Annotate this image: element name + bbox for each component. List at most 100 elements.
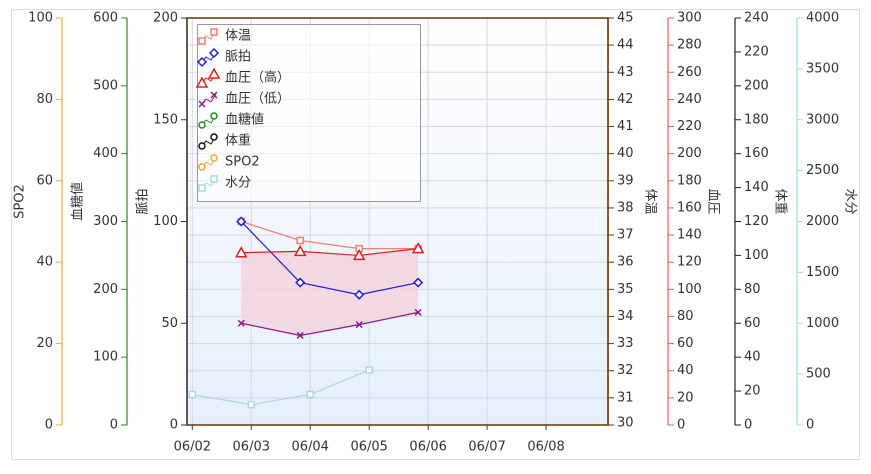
y-tick-label: 240 [677, 92, 702, 107]
marker [413, 277, 424, 288]
y-tick-label: 160 [744, 146, 769, 161]
x-tick-label: 06/04 [291, 440, 328, 455]
x-tick-label: 06/07 [468, 440, 505, 455]
y-tick-label: 100 [93, 350, 118, 365]
y-tick-label: 150 [153, 112, 178, 127]
series-line [241, 311, 419, 337]
y-tick-label: 60 [36, 173, 53, 188]
y-tick-label: 60 [744, 316, 761, 331]
y-tick-label: 140 [677, 228, 702, 243]
y-tick-label: 42 [617, 92, 634, 107]
marker [198, 121, 206, 129]
marker [411, 242, 425, 254]
legend-label: 体重 [225, 133, 251, 149]
legend-box [197, 24, 421, 202]
y-tick-label: 280 [677, 38, 702, 53]
y-tick-label: 240 [744, 11, 769, 26]
axis-title: SPO2 [13, 184, 28, 219]
marker [210, 91, 218, 99]
marker [208, 47, 220, 59]
x-tick-label: 06/05 [350, 440, 387, 455]
y-tick-label: 32 [617, 363, 634, 378]
legend-label: 血圧（高） [225, 70, 290, 86]
y-tick-label: 35 [617, 282, 634, 297]
marker [195, 76, 209, 88]
y-tick-label: 300 [93, 214, 118, 229]
marker [293, 244, 307, 257]
marker [210, 154, 218, 162]
marker [210, 133, 218, 141]
axis-title: 体重 [773, 188, 789, 214]
y-tick-label: 44 [617, 38, 634, 53]
y-tick-label: 40 [36, 255, 53, 270]
marker [196, 56, 208, 68]
x-tick-label: 06/08 [527, 440, 564, 455]
series-line [192, 369, 370, 406]
y-tick-label: 600 [93, 11, 118, 26]
marker [237, 319, 245, 327]
legend-label: 体温 [225, 29, 251, 44]
y-tick-label: 120 [677, 255, 702, 270]
y-tick-label: 180 [677, 173, 702, 188]
y-tick-label: 0 [806, 418, 814, 433]
y-tick-label: 1000 [806, 316, 839, 331]
axis-title: 血糖値 [70, 182, 86, 221]
marker [247, 400, 256, 409]
y-tick-label: 38 [617, 200, 634, 215]
y-tick-label: 100 [153, 214, 178, 229]
marker [236, 216, 247, 227]
y-tick-label: 34 [617, 309, 634, 324]
y-tick-label: 20 [677, 390, 694, 405]
marker [306, 390, 314, 399]
y-tick-label: 45 [617, 11, 634, 26]
y-tick-label: 4000 [806, 11, 839, 26]
marker [352, 248, 366, 261]
series-line [241, 220, 419, 250]
y-tick-label: 30 [617, 416, 634, 431]
y-tick-label: 40 [677, 363, 694, 378]
y-tick-label: 200 [153, 11, 178, 26]
y-tick-label: 33 [617, 336, 634, 351]
y-tick-label: 80 [744, 282, 761, 297]
y-tick-label: 260 [677, 65, 702, 80]
axis-title: 水分 [843, 188, 858, 214]
marker [210, 28, 218, 36]
y-tick-label: 2000 [806, 214, 839, 229]
marker [198, 163, 206, 171]
y-tick-label: 220 [744, 44, 769, 59]
y-tick-label: 37 [617, 228, 634, 243]
y-tick-label: 36 [617, 255, 634, 270]
marker [414, 308, 422, 316]
y-tick-label: 43 [617, 65, 634, 80]
legend-label: 血圧（低） [225, 92, 290, 107]
y-tick-label: 50 [161, 316, 178, 331]
y-tick-label: 100 [744, 248, 769, 263]
axis-title: 体温 [643, 188, 658, 214]
y-tick-label: 1500 [806, 265, 839, 280]
marker [210, 112, 218, 120]
marker [365, 366, 373, 374]
marker [210, 175, 218, 183]
marker [198, 100, 206, 108]
y-tick-label: 180 [744, 112, 769, 127]
y-tick-label: 20 [36, 336, 53, 351]
y-tick-label: 80 [36, 92, 53, 107]
x-tick-label: 06/06 [409, 440, 446, 455]
y-tick-label: 2500 [806, 163, 839, 178]
y-tick-label: 80 [677, 309, 694, 324]
y-tick-label: 500 [93, 78, 118, 93]
x-tick-label: 06/02 [174, 440, 211, 455]
y-tick-label: 20 [744, 384, 761, 399]
y-tick-label: 220 [677, 119, 702, 134]
marker [354, 289, 365, 300]
y-tick-label: 39 [617, 173, 634, 188]
marker [198, 142, 206, 150]
marker [295, 277, 306, 288]
y-tick-label: 60 [677, 336, 694, 351]
y-tick-label: 500 [806, 367, 831, 382]
y-tick-label: 0 [677, 418, 685, 433]
y-tick-label: 100 [677, 282, 702, 297]
y-tick-label: 0 [45, 418, 53, 433]
legend-label: 血糖値 [225, 112, 264, 128]
